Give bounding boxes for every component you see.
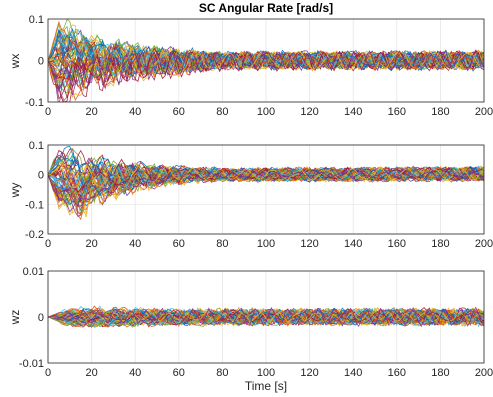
wz-y-tick-label: 0.01 xyxy=(23,266,44,278)
wy-x-tick-label: 180 xyxy=(431,238,449,250)
wz-axes-box xyxy=(47,270,485,364)
wx-series-line xyxy=(48,49,484,99)
wx-x-tick-label: 80 xyxy=(216,106,228,118)
wx-x-tick-label: 60 xyxy=(173,106,185,118)
wx-y-tick-labels: 0.1 0 -0.1 xyxy=(25,14,44,109)
wz-y-tick-labels: 0.01 0 -0.01 xyxy=(19,266,44,370)
wz-x-tick-label: 60 xyxy=(173,367,185,379)
wz-x-tick-label: 20 xyxy=(85,367,97,379)
wy-x-tick-label: 160 xyxy=(388,238,406,250)
wz-x-tick-label: 0 xyxy=(45,367,51,379)
wy-x-tick-label: 60 xyxy=(173,238,185,250)
wx-x-tick-label: 0 xyxy=(45,106,51,118)
wy-x-tick-label: 200 xyxy=(475,238,493,250)
wz-x-tick-label: 40 xyxy=(129,367,141,379)
wy-x-tick-label: 40 xyxy=(129,238,141,250)
wz-y-tick-label: 0 xyxy=(38,312,44,324)
wy-panel: 0 20 40 60 80 100 120 140 160 180 200 0.1 0 -0.1 -0.2… xyxy=(8,140,493,250)
wx-y-axis-label: wx xyxy=(8,54,22,70)
wz-y-axis-label: wz xyxy=(8,310,22,326)
wz-y-tick-label: -0.01 xyxy=(19,358,44,370)
wy-series-line xyxy=(48,154,484,179)
wy-x-tick-label: 80 xyxy=(216,238,228,250)
wx-x-tick-labels: 0 20 40 60 80 100 120 140 160 180 200 xyxy=(45,106,493,118)
wx-axes-box xyxy=(47,18,485,103)
wz-x-tick-label: 80 xyxy=(216,367,228,379)
wx-panel: 0 20 40 60 80 100 120 140 160 180 200 0.10-0.1 wx xyxy=(8,14,493,118)
wz-x-tick-label: 180 xyxy=(431,367,449,379)
wy-series-line xyxy=(48,167,484,207)
wy-x-tick-label: 100 xyxy=(257,238,275,250)
wy-y-tick-label: -0.2 xyxy=(25,229,44,241)
wz-x-tick-label: 160 xyxy=(388,367,406,379)
wx-x-tick-label: 40 xyxy=(129,106,141,118)
wz-series-line xyxy=(48,308,484,326)
wy-axes-box xyxy=(47,144,485,235)
wx-x-tick-label: 180 xyxy=(431,106,449,118)
wy-y-tick-label: 0 xyxy=(38,170,44,182)
wy-x-tick-labels: 0 20 40 60 80 100 120 140 160 180 200 xyxy=(45,238,493,250)
wy-series-line xyxy=(48,164,484,189)
wy-series-lines xyxy=(48,146,484,221)
wy-series-line xyxy=(48,170,484,213)
wx-series-lines xyxy=(48,19,484,102)
wx-x-tick-label: 120 xyxy=(300,106,318,118)
wz-x-tick-labels: 0 20 40 60 80 100 120 140 160 180 200 xyxy=(45,367,493,379)
wz-series-line xyxy=(48,306,484,328)
wz-x-tick-label: 140 xyxy=(344,367,362,379)
wx-y-tick-label: 0.1 xyxy=(29,14,44,26)
wx-x-tick-label: 140 xyxy=(344,106,362,118)
wz-x-tick-label: 120 xyxy=(300,367,318,379)
wx-y-tick-label: 0 xyxy=(38,56,44,68)
wy-y-tick-label: -0.1 xyxy=(25,199,44,211)
x-axis-label: Time [s] xyxy=(245,379,287,393)
wy-x-tick-label: 140 xyxy=(344,238,362,250)
wz-x-tick-label: 100 xyxy=(257,367,275,379)
wx-series-line xyxy=(48,49,484,102)
wx-y-tick-label: -0.1 xyxy=(25,97,44,109)
wx-x-tick-label: 20 xyxy=(85,106,97,118)
wx-series-line xyxy=(48,20,484,66)
wx-x-tick-label: 100 xyxy=(257,106,275,118)
wy-x-tick-label: 120 xyxy=(300,238,318,250)
wx-x-tick-label: 160 xyxy=(388,106,406,118)
wz-series-lines xyxy=(48,305,484,328)
wz-x-tick-label: 200 xyxy=(475,367,493,379)
wy-y-tick-label: 0.1 xyxy=(29,140,44,152)
wy-series-line xyxy=(48,166,484,216)
wy-y-tick-labels: 0.1 0 -0.1 -0.2 xyxy=(25,140,44,241)
wy-series-line xyxy=(48,168,484,194)
wx-x-tick-label: 200 xyxy=(475,106,493,118)
wy-x-tick-label: 20 xyxy=(85,238,97,250)
wz-series-line xyxy=(48,305,484,326)
wy-y-axis-label: wy xyxy=(8,183,22,199)
wx-series-line xyxy=(48,50,484,99)
figure-title: SC Angular Rate [rad/s] xyxy=(199,1,333,15)
wz-panel: 0 20 40 60 80 100 120 140 160 180 200 0.010-0.01 w… xyxy=(8,266,493,379)
wy-x-tick-label: 0 xyxy=(45,238,51,250)
wx-series-line xyxy=(48,29,484,69)
